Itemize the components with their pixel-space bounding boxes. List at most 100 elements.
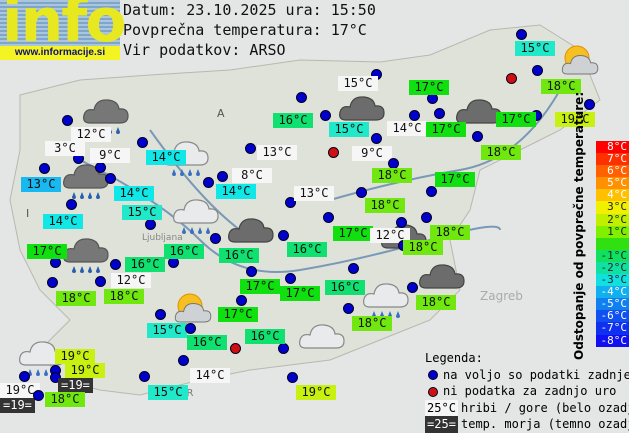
station-dot[interactable] [285, 197, 296, 208]
scale-step: -2°C [596, 261, 629, 275]
station-dot-no-data[interactable] [328, 147, 339, 158]
station-temperature-label: 16°C [287, 242, 327, 257]
station-dot[interactable] [285, 273, 296, 284]
station-dot[interactable] [110, 259, 121, 270]
station-dot[interactable] [47, 277, 58, 288]
station-dot[interactable] [139, 371, 150, 382]
logo[interactable]: info www.informacije.si [0, 0, 127, 60]
red-dot-icon [428, 386, 438, 397]
station-dot[interactable] [155, 309, 166, 320]
station-dot[interactable] [421, 212, 432, 223]
station-dot[interactable] [245, 143, 256, 154]
legend-sea: =25=temp. morja (temno ozadje) [425, 416, 629, 433]
station-temperature-label: 18°C [403, 240, 443, 255]
station-dot-no-data[interactable] [230, 343, 241, 354]
station-dot[interactable] [95, 162, 106, 173]
station-temperature-label: 18°C [430, 225, 470, 240]
station-dot[interactable] [33, 390, 44, 401]
station-temperature-label: 16°C [187, 335, 227, 350]
station-dot[interactable] [356, 187, 367, 198]
station-temperature-label: 18°C [45, 392, 85, 407]
station-dot[interactable] [516, 29, 527, 40]
station-dot[interactable] [210, 233, 221, 244]
station-dot[interactable] [278, 230, 289, 241]
station-dot[interactable] [145, 219, 156, 230]
station-temperature-label: 18°C [372, 168, 412, 183]
station-dot[interactable] [95, 276, 106, 287]
station-temperature-label: 18°C [365, 198, 405, 213]
station-temperature-label: 3°C [45, 141, 85, 156]
scale-step: -4°C [596, 286, 629, 299]
station-dot[interactable] [343, 303, 354, 314]
blue-dot-icon [428, 370, 438, 380]
station-dot[interactable] [348, 263, 359, 274]
station-dot[interactable] [296, 92, 307, 103]
station-temperature-label: 16°C [219, 248, 259, 263]
station-temperature-label: 17°C [240, 279, 280, 294]
station-dot[interactable] [278, 343, 289, 354]
map-label-ljubljana: Ljubljana [142, 233, 183, 243]
station-dot[interactable] [472, 131, 483, 142]
station-dot[interactable] [137, 137, 148, 148]
station-dot[interactable] [185, 323, 196, 334]
station-temperature-label: 15°C [147, 323, 187, 338]
station-temperature-label: 17°C [280, 286, 320, 301]
station-dot[interactable] [178, 355, 189, 366]
scale-step: 6°C [596, 165, 629, 178]
station-dot[interactable] [287, 372, 298, 383]
station-dot[interactable] [50, 372, 61, 383]
legend-red-text: ni podatka za zadnjo uro [443, 384, 617, 398]
station-temperature-label: 9°C [90, 148, 130, 163]
sea-temperature-label: =19= [0, 398, 35, 413]
station-dot[interactable] [66, 199, 77, 210]
scale-step: 8°C [596, 140, 629, 154]
station-dot[interactable] [584, 99, 595, 110]
station-temperature-label: 17°C [218, 307, 258, 322]
station-temperature-label: 16°C [273, 113, 313, 128]
station-dot[interactable] [217, 171, 228, 182]
legend-white-text: hribi / gore (belo ozadje) [461, 400, 629, 415]
rain-light-weather-icon [172, 193, 220, 239]
station-temperature-label: 9°C [352, 146, 392, 161]
station-dot[interactable] [236, 295, 247, 306]
station-dot[interactable] [426, 186, 437, 197]
station-dot-no-data[interactable] [506, 73, 517, 84]
station-dot[interactable] [407, 282, 418, 293]
station-temperature-label: 18°C [104, 289, 144, 304]
station-dot[interactable] [19, 371, 30, 382]
station-temperature-label: 15°C [338, 76, 378, 91]
station-dot[interactable] [323, 212, 334, 223]
station-dot[interactable] [246, 266, 257, 277]
station-dot[interactable] [320, 110, 331, 121]
overcast-weather-icon [418, 258, 466, 304]
deviation-scale: 8°C 7°C 6°C 5°C 4°C 3°C 2°C 1°C -1°C -2°C -3°C -4°C… [596, 140, 629, 347]
station-temperature-label: 15°C [148, 385, 188, 400]
scale-step: -8°C [596, 334, 629, 347]
scale-step: -1°C [596, 249, 629, 262]
scale-step: -3°C [596, 273, 629, 287]
station-dot[interactable] [409, 110, 420, 121]
station-temperature-label: 19°C [555, 112, 595, 127]
legend-red-dot: ni podatka za zadnjo uro [425, 383, 629, 400]
station-temperature-label: 14°C [114, 186, 154, 201]
scale-step: -7°C [596, 322, 629, 335]
legend-title: Legenda: [425, 351, 483, 365]
station-dot[interactable] [434, 108, 445, 119]
scale-step: 7°C [596, 153, 629, 166]
station-temperature-label: 19°C [0, 383, 40, 398]
station-temperature-label: 18°C [541, 79, 581, 94]
station-temperature-label: 15°C [122, 205, 162, 220]
station-dot[interactable] [396, 217, 407, 228]
station-dot[interactable] [371, 133, 382, 144]
station-dot[interactable] [203, 177, 214, 188]
station-dot[interactable] [532, 65, 543, 76]
station-temperature-label: 18°C [56, 291, 96, 306]
logo-url[interactable]: www.informacije.si [0, 46, 120, 60]
legend: Legenda: na voljo so podatki zadnje ure … [425, 350, 629, 433]
station-temperature-label: 16°C [125, 257, 165, 272]
data-source-line: Vir podatkov: ARSO [123, 41, 286, 59]
station-dot[interactable] [39, 163, 50, 174]
scale-title: Odstopanje od povprečne temperature: [572, 91, 586, 360]
station-dot[interactable] [62, 115, 73, 126]
station-dot[interactable] [105, 173, 116, 184]
